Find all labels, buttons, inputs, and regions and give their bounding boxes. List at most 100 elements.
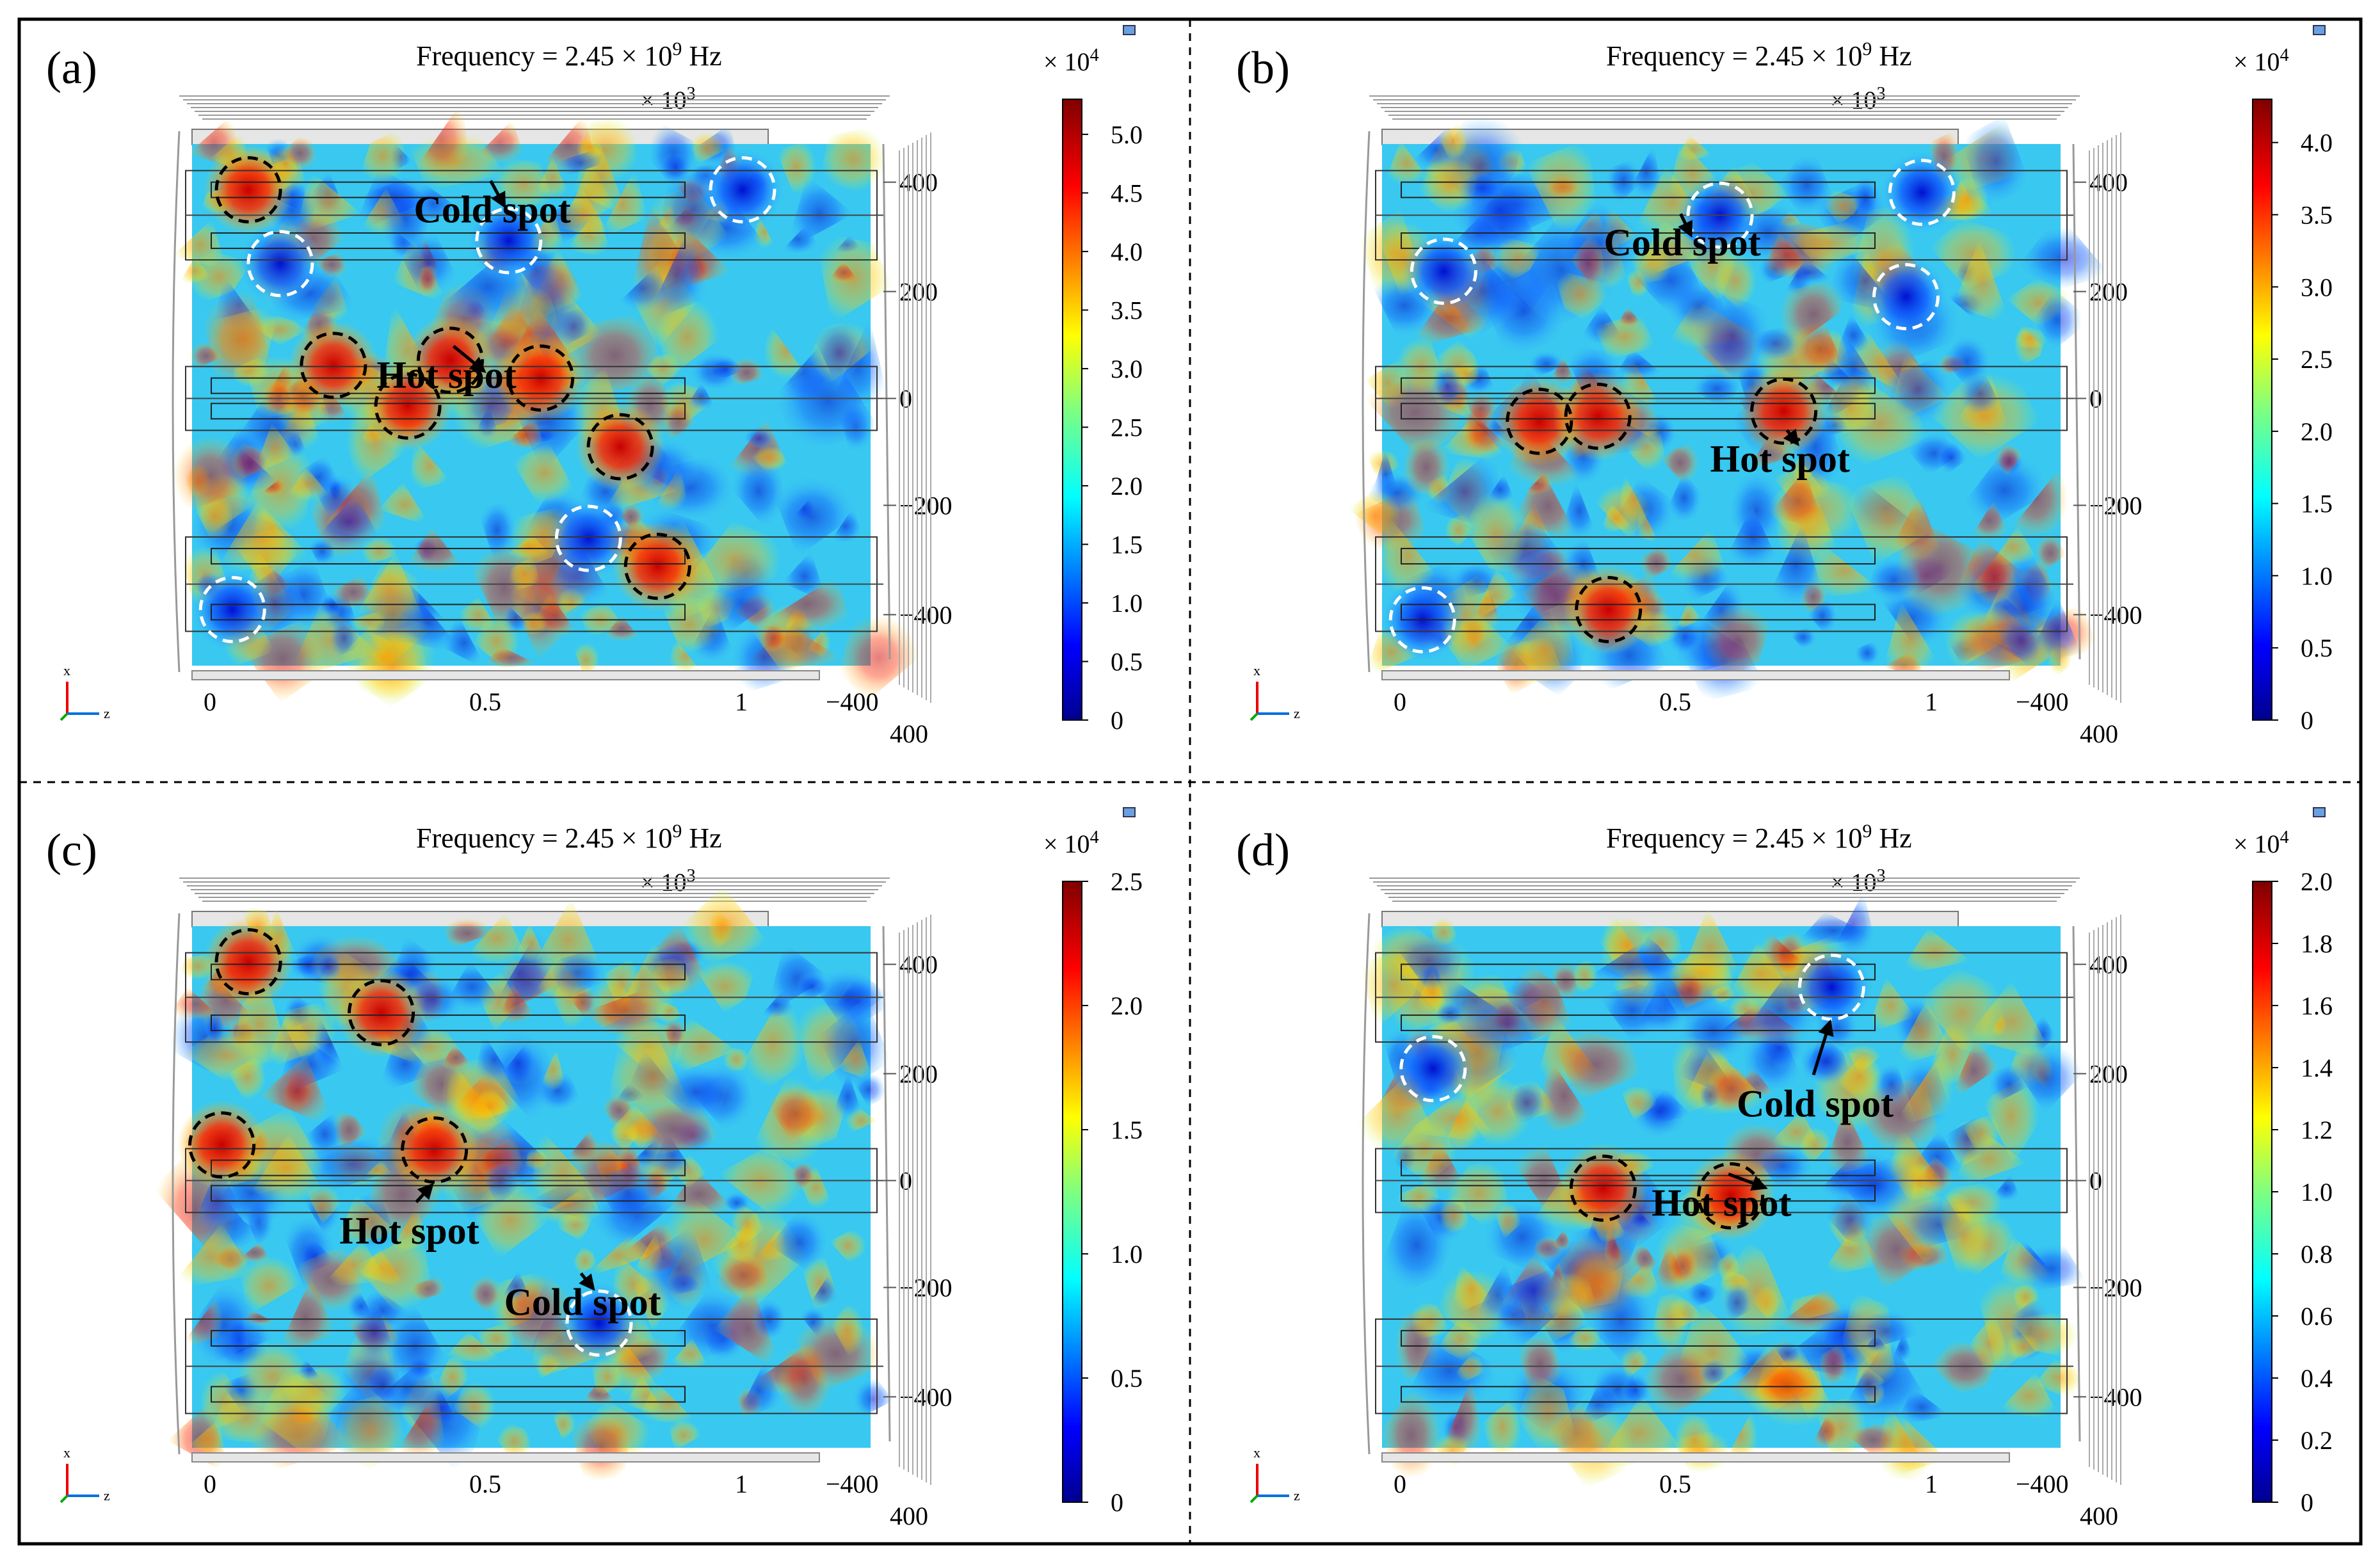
field-patch	[1599, 503, 1633, 534]
field-patch	[302, 1184, 342, 1225]
field-patch	[378, 179, 433, 259]
colorbar-tick-label: 3.5	[1111, 296, 1143, 325]
shelf-rod-2a	[211, 1329, 686, 1347]
field-patch	[311, 1011, 348, 1077]
panel-letter: (d)	[1236, 824, 1290, 876]
shelf-rod-0b	[211, 232, 686, 250]
field-patch	[1821, 1107, 1874, 1177]
field-patch	[441, 918, 493, 949]
y-tick-label: 400	[2089, 168, 2128, 197]
cold-spot-circle-0	[565, 1289, 633, 1357]
field-patch	[1506, 1080, 1547, 1126]
field-patch	[2016, 1243, 2087, 1294]
field-patch	[477, 499, 517, 561]
field-patch	[1806, 597, 1838, 635]
shelf-rod-1b	[1401, 403, 1876, 420]
field-patch	[283, 467, 334, 502]
cold-spot-circle-1	[1399, 1035, 1467, 1103]
field-patch	[759, 621, 787, 654]
colorbar-tick-label: 0	[2301, 1488, 2313, 1517]
field-patch	[1769, 469, 1827, 533]
field-patch	[355, 625, 430, 708]
right-edge	[2072, 143, 2081, 660]
field-patch	[1982, 1068, 2039, 1164]
shelf-rod-1b	[211, 403, 686, 420]
annotation-arrow-cold	[1678, 213, 1693, 238]
field-patch	[1905, 431, 1963, 476]
field-patch	[1674, 601, 1702, 632]
field-patch	[1988, 1061, 2030, 1107]
field-patch	[189, 341, 223, 371]
field-patch	[316, 593, 347, 618]
right-edge	[2072, 926, 2081, 1442]
annotation-hot: Hot spot	[339, 1210, 479, 1252]
field-patch	[601, 615, 643, 642]
field-patch	[361, 536, 398, 566]
colorbar-menu-icon	[2313, 25, 2326, 35]
field-patch	[743, 426, 775, 451]
field-patch	[2016, 226, 2110, 290]
shelf-rod-0b	[1401, 232, 1876, 250]
field-patch	[1953, 239, 2012, 326]
y-tick-label: 400	[899, 950, 938, 979]
triad-x-label: x	[63, 662, 70, 678]
field-patch	[1461, 408, 1509, 458]
hot-spot-circle-5	[586, 413, 654, 481]
annotation-cold: Cold spot	[1737, 1082, 1894, 1125]
field-patch	[351, 1299, 398, 1365]
field-patch	[1632, 220, 1710, 282]
colorbar-tick-label: 2.0	[2301, 867, 2333, 896]
field-patch	[227, 1054, 267, 1100]
field-patch	[1836, 1052, 1882, 1102]
colorbar-menu-icon	[2313, 807, 2326, 817]
field-patch	[807, 1273, 839, 1309]
field-patch	[1752, 1358, 1822, 1413]
field-patch	[1810, 1412, 1841, 1450]
cold-spot-circle-0	[1797, 953, 1865, 1021]
field-patch	[481, 1157, 522, 1206]
field-patch	[760, 575, 853, 632]
left-curve	[1362, 913, 1371, 1455]
cold-spot-circle-2	[1888, 159, 1956, 227]
depth-tick-label: 400	[2080, 1502, 2118, 1530]
hot-spot-circle-1	[1564, 382, 1632, 450]
field-patch	[1675, 907, 1746, 989]
triad-z-label: z	[104, 1487, 110, 1503]
field-patch	[438, 1044, 474, 1071]
frequency-title: Frequency = 2.45 × 109 Hz	[1606, 38, 1912, 72]
field-patch	[1619, 1371, 1652, 1409]
field-patch	[763, 321, 810, 380]
shelf-rod-0b	[211, 1014, 686, 1032]
colorbar-tick-label: 4.0	[2301, 129, 2333, 157]
field-patch	[637, 1381, 701, 1426]
annotation-cold: Cold spot	[414, 188, 571, 230]
field-patch	[172, 435, 249, 517]
cold-blob-0	[1790, 945, 1874, 1029]
field-patch	[1819, 1223, 1881, 1277]
field-patch	[1403, 435, 1451, 499]
field-patch	[2010, 1043, 2083, 1114]
field-patch	[188, 1281, 261, 1370]
field-patch	[2013, 325, 2046, 351]
field-patch	[1484, 473, 1516, 506]
hot-spot-circle-3	[401, 1116, 469, 1184]
field-patch	[333, 1194, 400, 1249]
field-patch	[1643, 1340, 1721, 1420]
field-patch	[275, 1278, 336, 1357]
annotation-arrow-cold	[579, 1272, 595, 1291]
hot-spot-circle-3	[1575, 575, 1643, 643]
field-patch	[410, 100, 471, 179]
hot-spot-circle-2	[188, 1111, 256, 1179]
field-patch	[1493, 236, 1543, 280]
cold-spot-circle-0	[1410, 237, 1477, 305]
cold-spot-circle-1	[1686, 181, 1754, 249]
field-patch	[1958, 371, 2003, 416]
field-patch	[1798, 1126, 1832, 1164]
field-patch	[811, 319, 867, 387]
colorbar-tick-label: 0	[2301, 706, 2313, 735]
field-patch	[713, 1252, 774, 1299]
z-tick-label: 1	[1925, 1470, 1938, 1498]
colorbar-tick-label: 1.8	[2301, 929, 2333, 958]
cold-blob-1	[467, 199, 551, 283]
